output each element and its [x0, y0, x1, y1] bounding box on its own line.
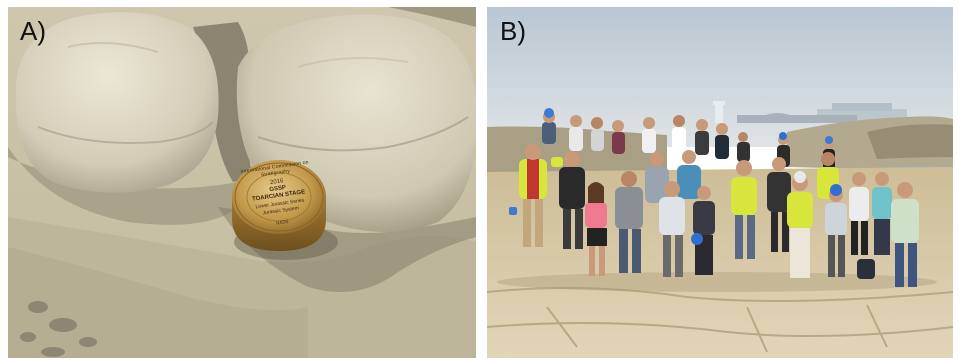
gssp-plaque: [232, 160, 326, 251]
photo-panel-a: International Commission on Stratigraphy…: [8, 7, 476, 358]
group-front: [509, 144, 919, 287]
outcrop-photo: [8, 7, 476, 358]
pebbles: [20, 301, 97, 357]
rock-ledges: [487, 287, 953, 353]
group-photo: [487, 7, 953, 358]
plaque-text: International Commission on Stratigraphy…: [227, 156, 330, 240]
person: [542, 108, 556, 144]
panel-label-a: A): [20, 16, 46, 46]
distant-buildings: [713, 101, 907, 123]
panel-label-b: B): [500, 16, 526, 46]
group-of-people: [542, 108, 835, 171]
photo-panel-b: B): [487, 7, 953, 358]
